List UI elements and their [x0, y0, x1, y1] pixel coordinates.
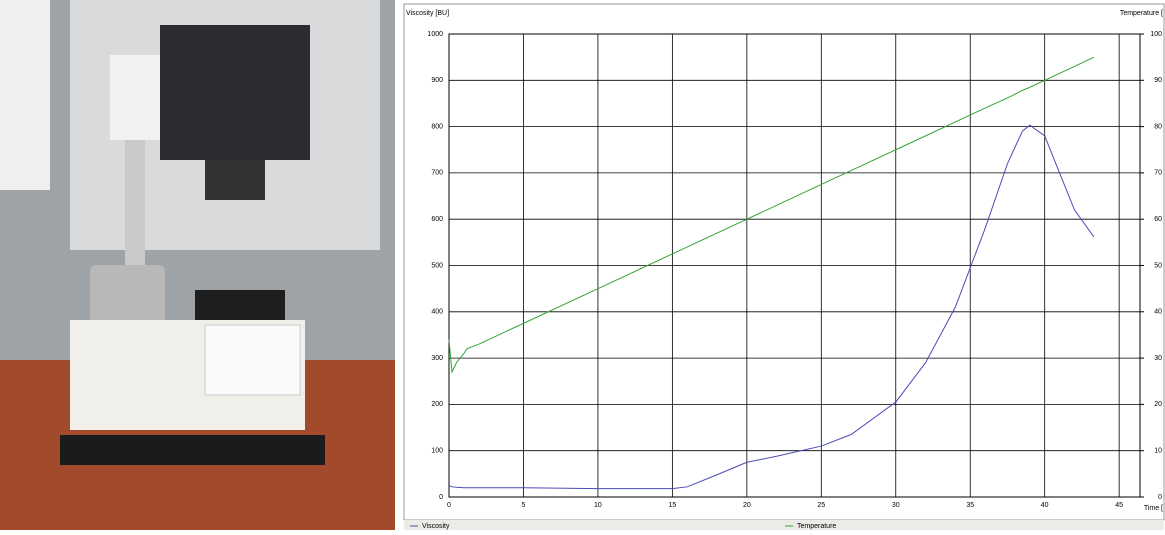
y2-tick-label: 10	[1154, 448, 1162, 455]
x-tick-label: 30	[892, 502, 900, 509]
monitor-stand	[205, 160, 265, 200]
monitor	[160, 25, 310, 160]
legend-label: Temperature	[797, 523, 836, 530]
y2-axis-label: Temperature [	[1120, 10, 1163, 17]
y-tick-label: 800	[431, 123, 443, 130]
y2-tick-label: 60	[1154, 216, 1162, 223]
y2-tick-label: 0	[1158, 494, 1162, 501]
column	[125, 140, 145, 280]
window	[0, 0, 50, 190]
y-tick-label: 700	[431, 170, 443, 177]
y2-tick-label: 80	[1154, 123, 1162, 130]
x-axis-label: Time [	[1144, 505, 1163, 512]
y-axis-label: Viscosity [BU]	[406, 10, 449, 17]
control-panel	[204, 324, 301, 396]
measuring-head	[110, 55, 160, 140]
y-tick-label: 1000	[427, 31, 443, 38]
y2-tick-label: 20	[1154, 401, 1162, 408]
y2-tick-label: 100	[1150, 31, 1162, 38]
bowl	[90, 265, 165, 335]
x-tick-label: 35	[966, 502, 974, 509]
y2-tick-label: 70	[1154, 170, 1162, 177]
y-tick-label: 500	[431, 262, 443, 269]
x-tick-label: 40	[1041, 502, 1049, 509]
photo	[0, 0, 395, 530]
series-line	[448, 124, 1095, 490]
x-tick-label: 20	[743, 502, 751, 509]
x-tick-label: 10	[594, 502, 602, 509]
y-tick-label: 900	[431, 77, 443, 84]
y-tick-label: 600	[431, 216, 443, 223]
y-tick-label: 0	[439, 494, 443, 501]
y-tick-label: 300	[431, 355, 443, 362]
y2-tick-label: 30	[1154, 355, 1162, 362]
legend-strip	[404, 520, 1164, 530]
y2-tick-label: 40	[1154, 309, 1162, 316]
y-tick-label: 400	[431, 309, 443, 316]
y-tick-label: 200	[431, 401, 443, 408]
y2-tick-label: 90	[1154, 77, 1162, 84]
y2-tick-label: 50	[1154, 262, 1162, 269]
x-tick-label: 15	[668, 502, 676, 509]
y-tick-label: 100	[431, 448, 443, 455]
heater-plate	[195, 290, 285, 320]
chart-panel	[403, 3, 1165, 521]
legend-label: Viscosity	[422, 523, 450, 530]
x-tick-label: 45	[1115, 502, 1123, 509]
x-tick-label: 5	[522, 502, 526, 509]
x-tick-label: 0	[447, 502, 451, 509]
x-tick-label: 25	[817, 502, 825, 509]
keyboard	[60, 435, 325, 465]
series-line	[448, 56, 1095, 374]
